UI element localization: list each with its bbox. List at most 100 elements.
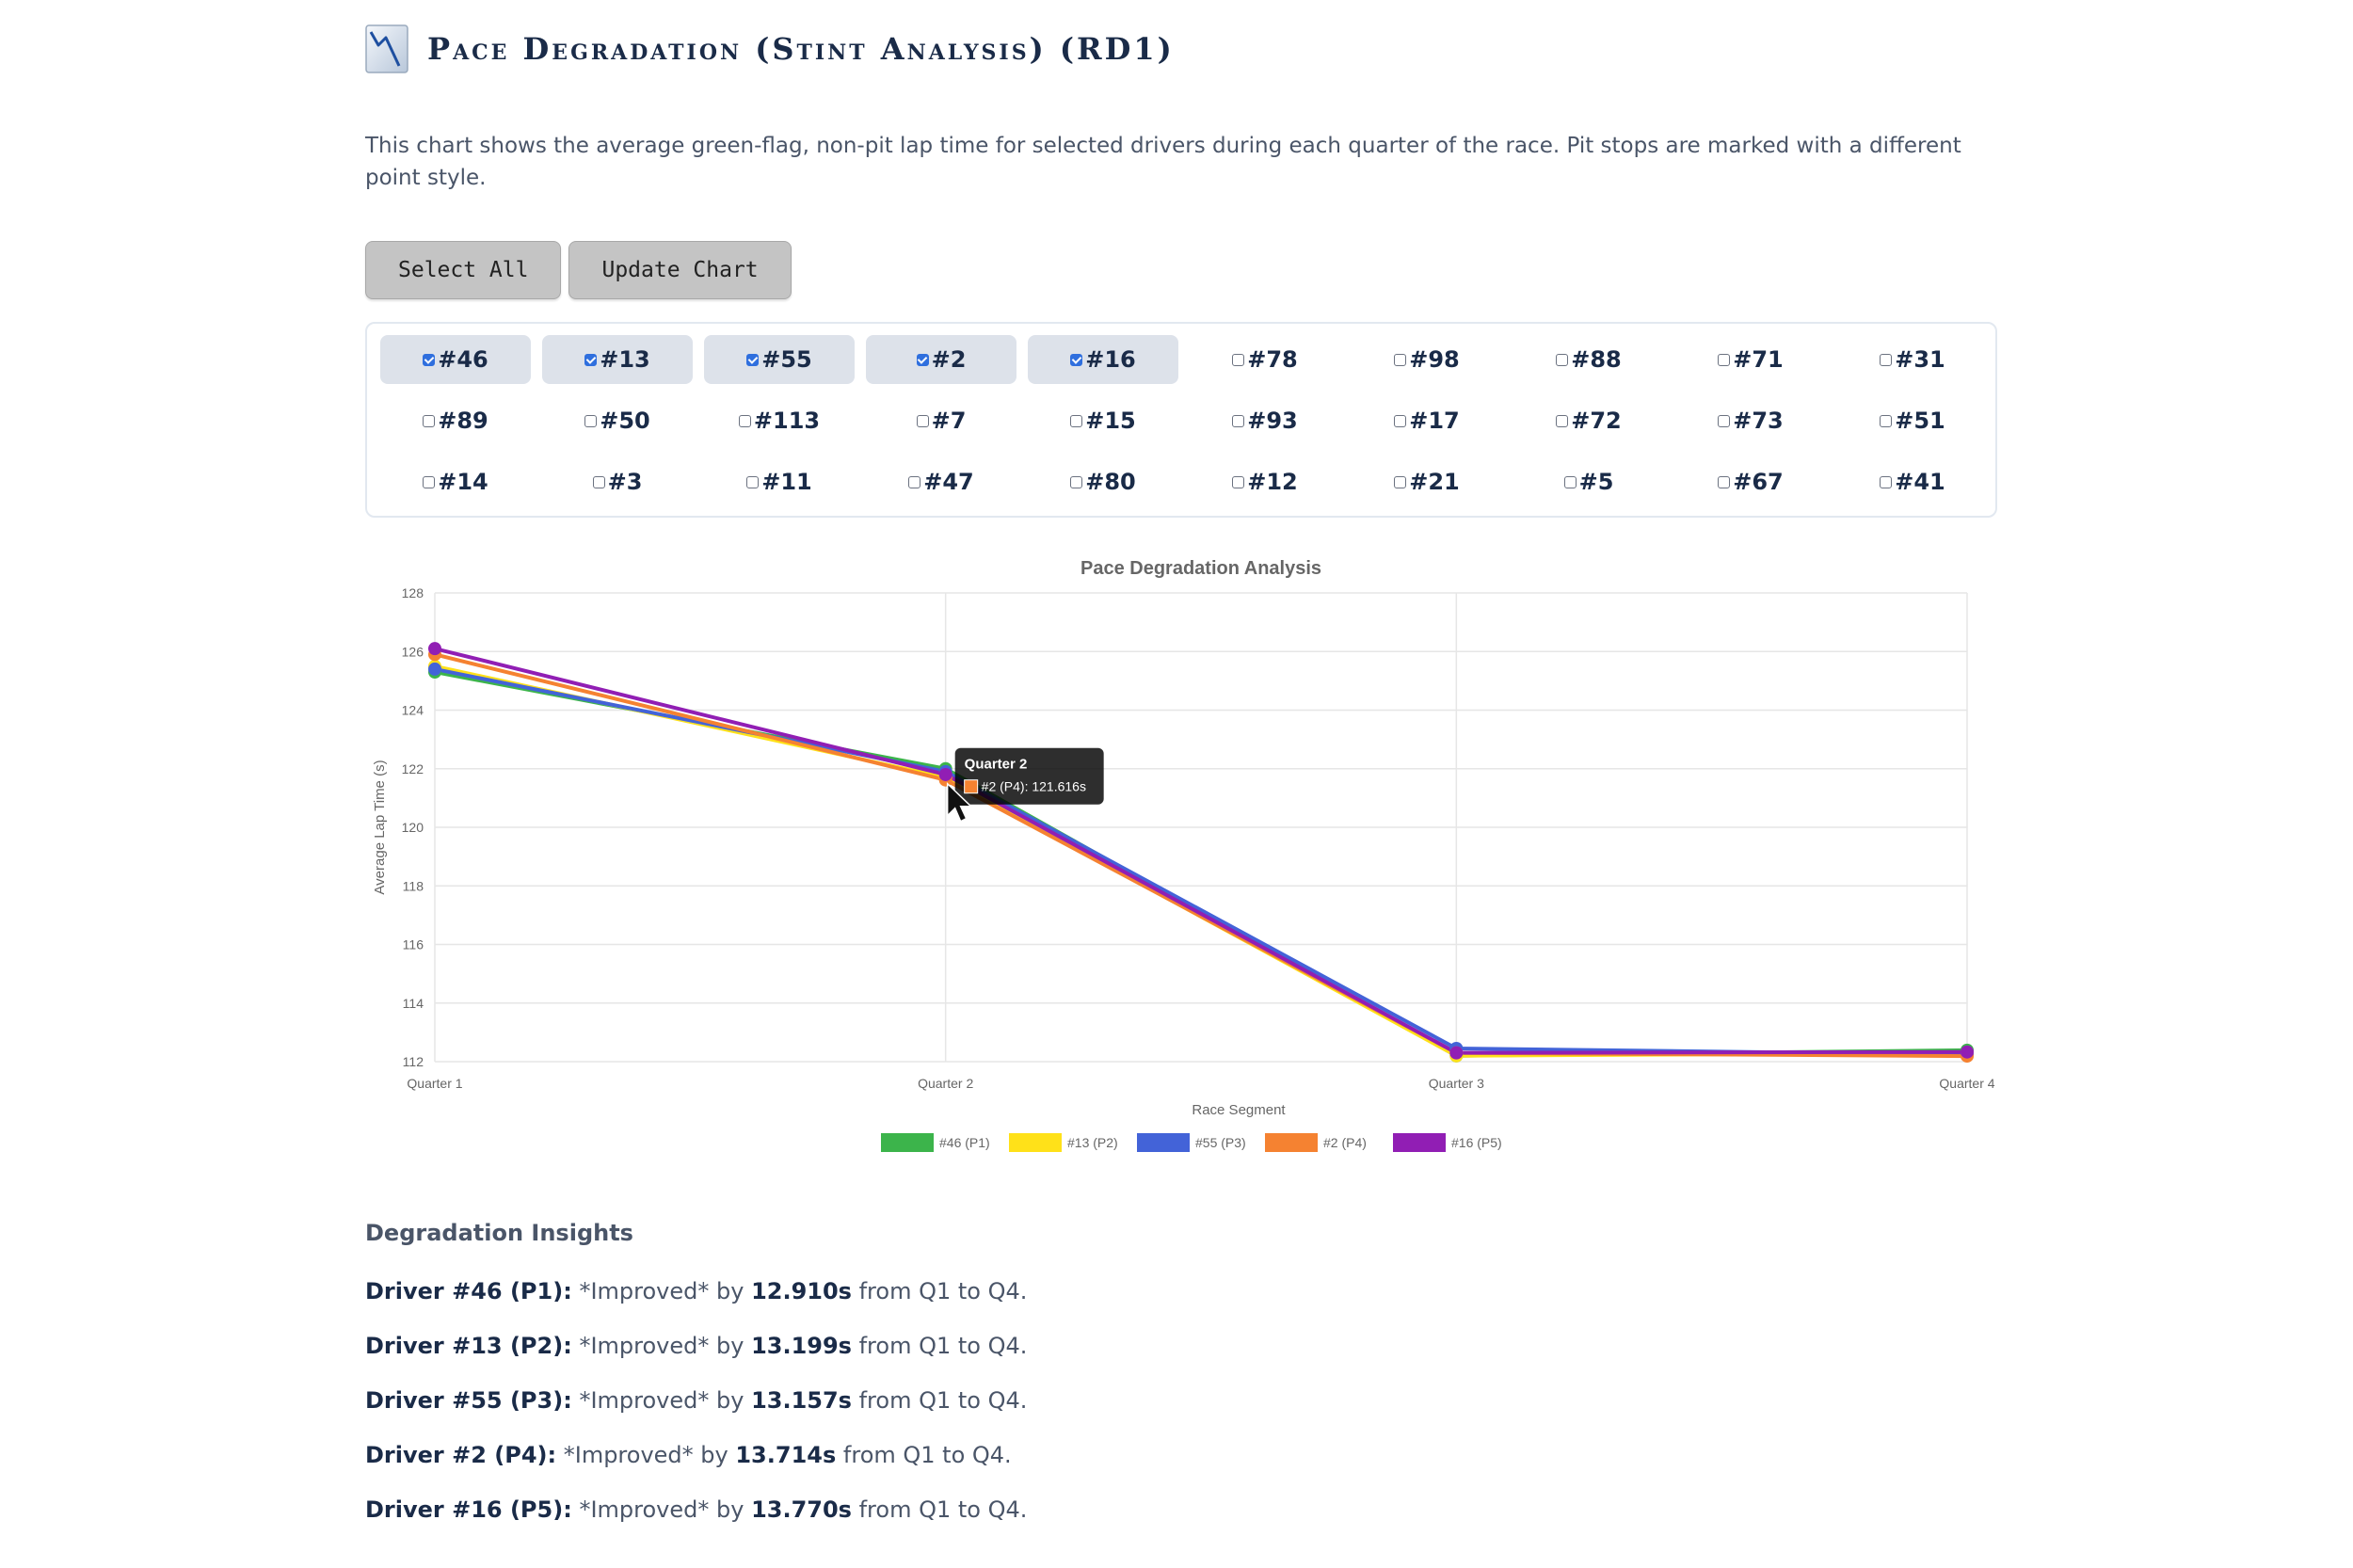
checkbox[interactable] (1880, 414, 1893, 427)
driver-checkbox-item[interactable]: #5 (1513, 457, 1664, 506)
insight-text: *Improved* by (563, 1442, 728, 1468)
checkbox[interactable] (1556, 414, 1569, 427)
checkbox[interactable] (584, 353, 598, 366)
checkbox[interactable] (916, 414, 929, 427)
driver-checkbox-item[interactable]: #12 (1190, 457, 1340, 506)
checkbox[interactable] (1394, 475, 1407, 488)
checkbox[interactable] (1718, 475, 1731, 488)
checkbox[interactable] (738, 414, 751, 427)
driver-label: #12 (1247, 469, 1298, 495)
insight-driver: Driver #55 (P3): (365, 1387, 572, 1414)
y-tick-label: 126 (402, 644, 424, 659)
driver-label: #17 (1409, 408, 1460, 434)
insight-suffix: from Q1 to Q4. (858, 1496, 1028, 1523)
driver-checkbox-item[interactable]: #98 (1352, 335, 1502, 384)
driver-checkbox-item[interactable]: #17 (1352, 396, 1502, 445)
driver-checkbox-item[interactable]: #16 (1028, 335, 1178, 384)
y-tick-label: 116 (403, 937, 424, 952)
y-axis-title: Average Lap Time (s) (372, 760, 388, 894)
insight-value: 13.770s (751, 1496, 852, 1523)
checkbox[interactable] (1070, 353, 1083, 366)
checkbox[interactable] (746, 353, 760, 366)
driver-checkbox-item[interactable]: #51 (1837, 396, 1988, 445)
driver-label: #5 (1578, 469, 1614, 495)
checkbox[interactable] (1232, 353, 1245, 366)
driver-checkbox-item[interactable]: #73 (1675, 396, 1826, 445)
driver-checkbox-item[interactable]: #78 (1190, 335, 1340, 384)
insight-suffix: from Q1 to Q4. (858, 1333, 1028, 1359)
driver-label: #50 (600, 408, 650, 434)
legend-swatch (1265, 1133, 1318, 1152)
driver-checkbox-item[interactable]: #55 (704, 335, 855, 384)
driver-checkbox-item[interactable]: #14 (380, 457, 531, 506)
checkbox[interactable] (584, 414, 598, 427)
driver-checkbox-item[interactable]: #41 (1837, 457, 1988, 506)
checkbox[interactable] (1563, 475, 1577, 488)
driver-label: #113 (753, 408, 821, 434)
driver-checkbox-item[interactable]: #21 (1352, 457, 1502, 506)
driver-label: #11 (761, 469, 812, 495)
insight-text: *Improved* by (579, 1496, 744, 1523)
checkbox[interactable] (423, 414, 436, 427)
driver-checkbox-item[interactable]: #15 (1028, 396, 1178, 445)
driver-checkbox-item[interactable]: #88 (1513, 335, 1664, 384)
insight-driver: Driver #46 (P1): (365, 1278, 572, 1304)
checkbox[interactable] (592, 475, 605, 488)
driver-checkbox-item[interactable]: #50 (542, 396, 693, 445)
insight-suffix: from Q1 to Q4. (858, 1278, 1028, 1304)
driver-checkbox-item[interactable]: #11 (704, 457, 855, 506)
x-tick-label: Quarter 4 (1939, 1076, 1994, 1091)
checkbox[interactable] (1070, 414, 1083, 427)
page-header: Pace Degradation (Stint Analysis) (RD1) (365, 21, 1175, 77)
update-chart-button[interactable]: Update Chart (568, 241, 792, 299)
driver-checkbox-item[interactable]: #31 (1837, 335, 1988, 384)
y-tick-label: 128 (402, 585, 424, 600)
checkbox[interactable] (1880, 475, 1893, 488)
checkbox[interactable] (1394, 353, 1407, 366)
checkbox[interactable] (746, 475, 760, 488)
checkbox[interactable] (1556, 353, 1569, 366)
insight-driver: Driver #16 (P5): (365, 1496, 572, 1523)
chart-description: This chart shows the average green-flag,… (365, 134, 1961, 190)
driver-checkbox-item[interactable]: #7 (866, 396, 1016, 445)
driver-checkbox-item[interactable]: #71 (1675, 335, 1826, 384)
select-all-button[interactable]: Select All (365, 241, 562, 299)
driver-checkbox-item[interactable]: #47 (866, 457, 1016, 506)
driver-checkbox-item[interactable]: #3 (542, 457, 693, 506)
driver-label: #13 (600, 346, 650, 373)
checkbox[interactable] (1394, 414, 1407, 427)
legend-swatch (1393, 1133, 1446, 1152)
driver-checkbox-item[interactable]: #2 (866, 335, 1016, 384)
checkbox[interactable] (423, 475, 436, 488)
driver-label: #14 (438, 469, 488, 495)
insight-value: 12.910s (751, 1278, 852, 1304)
series-line (434, 666, 1968, 1057)
checkbox[interactable] (1718, 353, 1731, 366)
checkbox[interactable] (908, 475, 921, 488)
x-tick-label: Quarter 2 (918, 1076, 973, 1091)
driver-checkbox-item[interactable]: #80 (1028, 457, 1178, 506)
driver-checkbox-item[interactable]: #93 (1190, 396, 1340, 445)
driver-label: #89 (438, 408, 488, 434)
driver-checkbox-item[interactable]: #13 (542, 335, 693, 384)
driver-checkbox-item[interactable]: #46 (380, 335, 531, 384)
checkbox[interactable] (916, 353, 929, 366)
driver-checkbox-item[interactable]: #72 (1513, 396, 1664, 445)
checkbox[interactable] (1232, 475, 1245, 488)
y-tick-label: 124 (402, 703, 424, 718)
data-point (428, 662, 441, 676)
driver-checkbox-item[interactable]: #67 (1675, 457, 1826, 506)
legend-label: #46 (P1) (939, 1135, 990, 1150)
driver-checkbox-item[interactable]: #89 (380, 396, 531, 445)
checkbox[interactable] (423, 353, 436, 366)
checkbox[interactable] (1718, 414, 1731, 427)
checkbox[interactable] (1232, 414, 1245, 427)
insight-row: Driver #16 (P5): *Improved* by 13.770s f… (365, 1496, 1027, 1523)
driver-label: #7 (931, 408, 967, 434)
x-tick-label: Quarter 1 (407, 1076, 462, 1091)
driver-checkbox-item[interactable]: #113 (704, 396, 855, 445)
checkbox[interactable] (1070, 475, 1083, 488)
data-point (938, 767, 952, 781)
insight-driver: Driver #13 (P2): (365, 1333, 572, 1359)
checkbox[interactable] (1880, 353, 1893, 366)
